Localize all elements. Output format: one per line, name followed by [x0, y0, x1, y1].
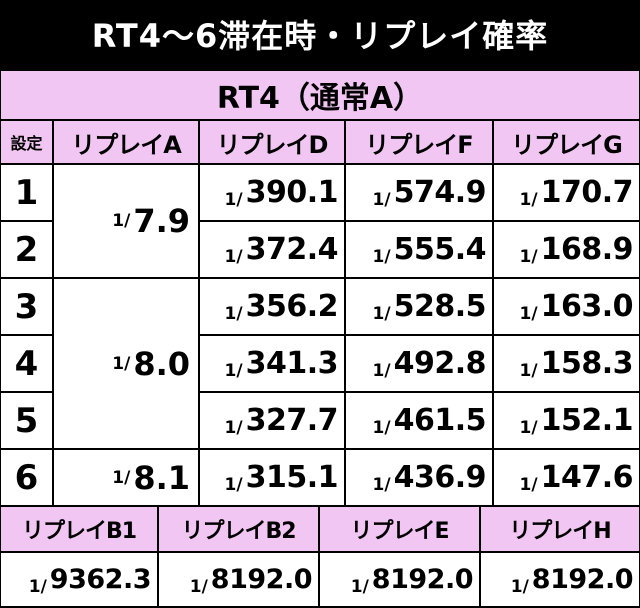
replay-g-cell: 1/158.3 [494, 336, 639, 391]
fraction-prefix: 1/ [519, 475, 538, 495]
replay-f-value: 528.5 [393, 289, 487, 324]
replay-f-cell: 1/461.5 [346, 393, 492, 448]
replay-f-value: 436.9 [393, 460, 487, 495]
fraction-prefix: 1/ [519, 418, 538, 438]
replay-g-value: 158.3 [540, 346, 634, 381]
replay-d-cell: 1/390.1 [200, 165, 344, 220]
fraction-prefix: 1/ [372, 418, 391, 438]
col-header-replay-f: リプレイF [346, 121, 492, 163]
col-header-replay-a: リプレイA [54, 121, 198, 163]
replay-d-value: 390.1 [245, 175, 339, 210]
fraction-prefix: 1/ [189, 577, 208, 597]
replay-g-cell: 1/147.6 [494, 450, 639, 505]
replay-h-cell: 1/8192.0 [481, 553, 639, 606]
replay-a-value: 8.1 [133, 458, 190, 497]
replay-e-value: 8192.0 [371, 564, 474, 595]
replay-a-value: 7.9 [133, 202, 190, 240]
replay-f-cell: 1/492.8 [346, 336, 492, 391]
replay-f-cell: 1/436.9 [346, 450, 492, 505]
setting-cell: 2 [1, 222, 52, 277]
fraction-prefix: 1/ [519, 361, 538, 381]
replay-g-value: 163.0 [540, 289, 634, 324]
col-header-replay-d: リプレイD [200, 121, 344, 163]
col-header-replay-h: リプレイH [481, 507, 639, 551]
replay-g-value: 147.6 [540, 460, 634, 495]
replay-a-value: 8.0 [133, 344, 190, 383]
replay-f-cell: 1/574.9 [346, 165, 492, 220]
fraction-prefix: 1/ [224, 247, 243, 267]
replay-d-cell: 1/327.7 [200, 393, 344, 448]
col-header-replay-b2: リプレイB2 [159, 507, 318, 551]
replay-d-cell: 1/341.3 [200, 336, 344, 391]
fraction-prefix: 1/ [224, 418, 243, 438]
setting-header: 設定 [1, 121, 52, 163]
fraction-prefix: 1/ [224, 190, 243, 210]
replay-d-cell: 1/315.1 [200, 450, 344, 505]
fraction-prefix: 1/ [372, 361, 391, 381]
replay-f-cell: 1/528.5 [346, 279, 492, 334]
setting-cell: 3 [1, 279, 52, 334]
replay-b2-value: 8192.0 [210, 564, 313, 595]
replay-a-cell: 1/8.1 [54, 450, 198, 505]
col-header-replay-b1: リプレイB1 [1, 507, 157, 551]
col-header-replay-e: リプレイE [320, 507, 479, 551]
setting-cell: 6 [1, 450, 52, 505]
replay-a-cell: 1/7.9 [54, 165, 198, 277]
replay-b1-value: 9362.3 [49, 564, 152, 595]
replay-g-value: 170.7 [540, 175, 634, 210]
fraction-prefix: 1/ [350, 577, 369, 597]
fraction-prefix: 1/ [224, 304, 243, 324]
replay-d-cell: 1/372.4 [200, 222, 344, 277]
replay-g-value: 168.9 [540, 232, 634, 267]
replay-f-value: 461.5 [393, 403, 487, 438]
replay-d-value: 315.1 [245, 460, 339, 495]
fraction-prefix: 1/ [28, 577, 47, 597]
fraction-prefix: 1/ [519, 190, 538, 210]
fraction-prefix: 1/ [112, 353, 131, 374]
fraction-prefix: 1/ [224, 475, 243, 495]
replay-d-value: 356.2 [245, 289, 339, 324]
replay-b2-cell: 1/8192.0 [159, 553, 318, 606]
replay-f-value: 492.8 [393, 346, 487, 381]
replay-g-value: 152.1 [540, 403, 634, 438]
fraction-prefix: 1/ [372, 247, 391, 267]
replay-d-value: 372.4 [245, 232, 339, 267]
setting-cell: 4 [1, 336, 52, 391]
fraction-prefix: 1/ [372, 475, 391, 495]
fraction-prefix: 1/ [510, 577, 529, 597]
fraction-prefix: 1/ [519, 304, 538, 324]
replay-a-cell: 1/8.0 [54, 279, 198, 448]
setting-cell: 5 [1, 393, 52, 448]
replay-g-cell: 1/168.9 [494, 222, 639, 277]
replay-g-cell: 1/163.0 [494, 279, 639, 334]
setting-cell: 1 [1, 165, 52, 220]
replay-h-value: 8192.0 [531, 564, 634, 595]
fraction-prefix: 1/ [112, 467, 131, 488]
replay-d-value: 341.3 [245, 346, 339, 381]
replay-d-value: 327.7 [245, 403, 339, 438]
fraction-prefix: 1/ [372, 190, 391, 210]
fraction-prefix: 1/ [112, 211, 131, 231]
replay-e-cell: 1/8192.0 [320, 553, 479, 606]
fraction-prefix: 1/ [519, 247, 538, 267]
replay-f-value: 555.4 [393, 232, 487, 267]
replay-d-cell: 1/356.2 [200, 279, 344, 334]
fraction-prefix: 1/ [224, 361, 243, 381]
col-header-replay-g: リプレイG [494, 121, 639, 163]
replay-f-cell: 1/555.4 [346, 222, 492, 277]
replay-g-cell: 1/170.7 [494, 165, 639, 220]
replay-f-value: 574.9 [393, 175, 487, 210]
replay-b1-cell: 1/9362.3 [1, 553, 157, 606]
fraction-prefix: 1/ [372, 304, 391, 324]
mode-header: RT4（通常A） [1, 71, 639, 119]
replay-g-cell: 1/152.1 [494, 393, 639, 448]
page-title: RT4〜6滞在時・リプレイ確率 [0, 0, 640, 68]
